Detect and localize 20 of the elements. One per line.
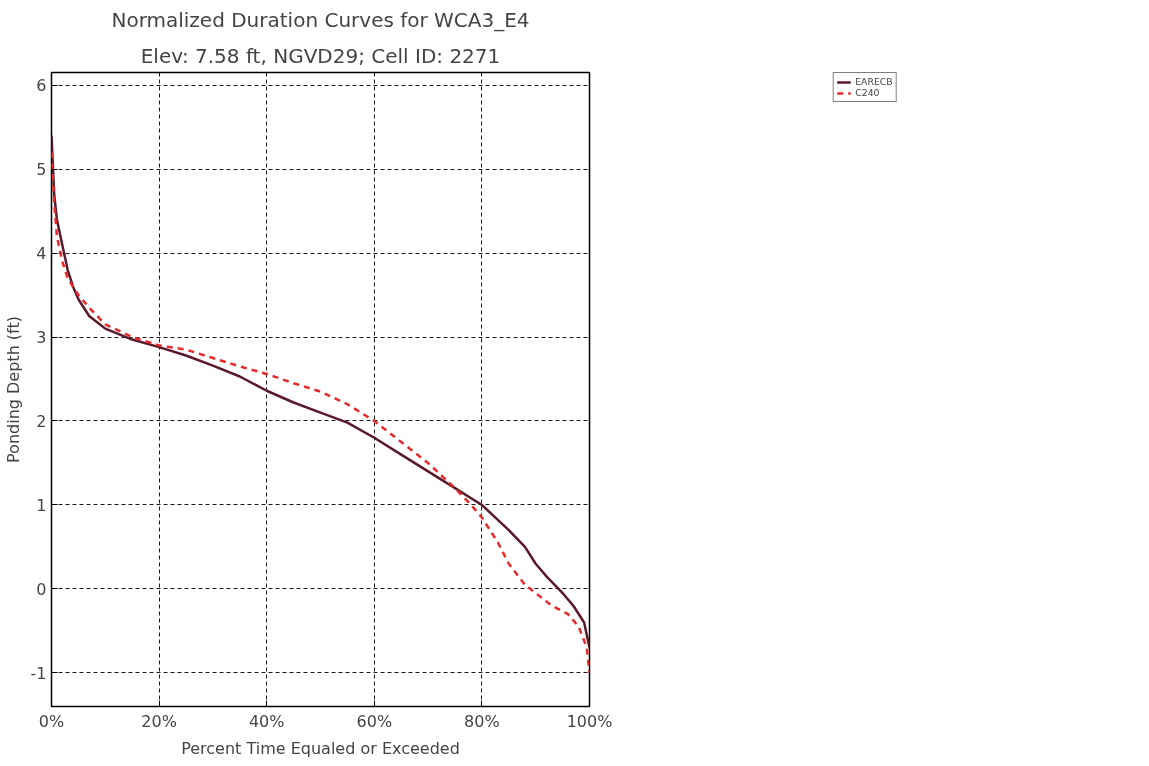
y-tick-label: 3 bbox=[36, 328, 47, 348]
y-axis-title: Ponding Depth (ft) bbox=[3, 316, 23, 463]
legend-label: EARECB bbox=[855, 76, 893, 87]
x-tick-label: 100% bbox=[566, 711, 613, 731]
x-tick-label: 80% bbox=[464, 711, 500, 731]
x-tick-label: 40% bbox=[248, 711, 285, 731]
chart-title: Normalized Duration Curves for WCA3_E4 bbox=[111, 7, 530, 32]
y-tick-label: -1 bbox=[30, 663, 47, 683]
legend-label: C240 bbox=[855, 87, 880, 98]
y-tick-label: 6 bbox=[36, 76, 47, 96]
y-tick-label: 5 bbox=[36, 160, 47, 180]
y-tick-label: 4 bbox=[36, 244, 47, 264]
x-tick-label: 0% bbox=[38, 711, 65, 731]
y-tick-label: 0 bbox=[36, 579, 47, 599]
chart-subtitle: Elev: 7.58 ft, NGVD29; Cell ID: 2271 bbox=[140, 43, 501, 68]
y-tick-label: 2 bbox=[36, 411, 47, 431]
x-tick-label: 60% bbox=[356, 711, 393, 731]
x-axis-title: Percent Time Equaled or Exceeded bbox=[181, 738, 460, 758]
x-tick-label: 20% bbox=[141, 711, 177, 731]
y-tick-label: 1 bbox=[36, 495, 47, 515]
